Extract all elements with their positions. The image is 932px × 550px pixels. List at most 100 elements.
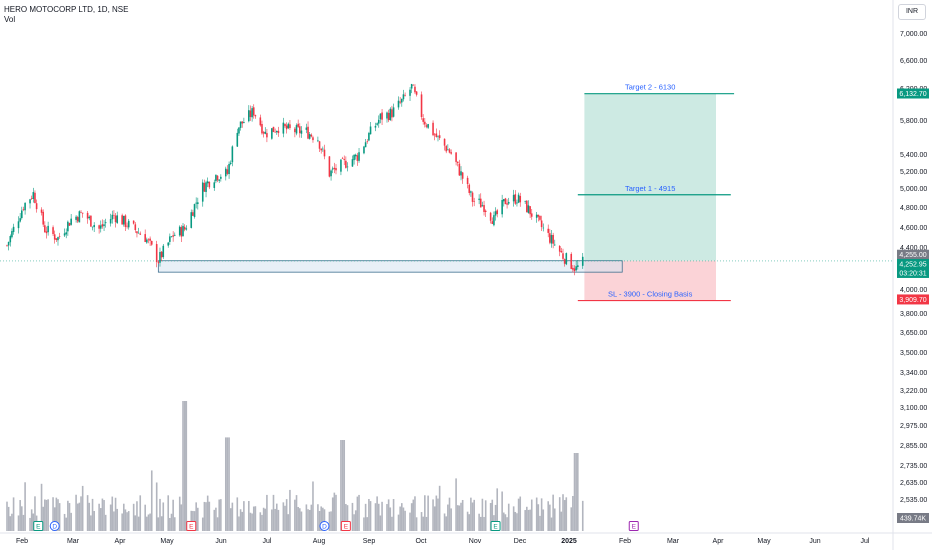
volume-bar (134, 515, 137, 531)
candle-body (414, 86, 416, 93)
candle-body (206, 181, 209, 184)
volume-bar (539, 515, 541, 531)
candle-body (57, 237, 59, 241)
volume-bar (22, 514, 25, 531)
volume-bar (514, 511, 517, 531)
volume-bar (147, 514, 150, 531)
volume-bar (573, 453, 576, 531)
candle-body (201, 182, 204, 202)
volume-bar (271, 509, 273, 531)
marker-letter: D (52, 524, 57, 531)
volume-bar (530, 499, 533, 531)
candle-body (86, 212, 89, 219)
volume-bar (369, 501, 372, 531)
target-zone (584, 93, 716, 261)
dividend-marker (49, 521, 60, 531)
time-tick-label: May (160, 538, 174, 545)
price-badge (897, 88, 929, 99)
volume-bar (86, 495, 89, 531)
candle-body (322, 148, 324, 150)
candle-body (63, 233, 66, 236)
time-tick-label: Mar (667, 538, 680, 545)
candle-body (437, 135, 439, 137)
candle-body (484, 210, 487, 212)
candle-body (182, 225, 184, 237)
candle-body (432, 122, 434, 136)
candle-body (478, 198, 480, 200)
volume-bar (424, 495, 426, 531)
volume-bar (121, 513, 123, 531)
marker-letter: E (36, 524, 41, 531)
target-line-label: SL - 3900 - Closing Basis (608, 290, 693, 299)
volume-bar (182, 401, 184, 531)
volume-bar (435, 495, 438, 531)
candle-body (481, 205, 484, 207)
candle-body (252, 107, 255, 116)
volume-bar (90, 515, 92, 531)
candle-body (409, 89, 411, 96)
marker-letter: E (632, 524, 637, 531)
candle-body (341, 158, 344, 159)
price-tick-label: 4,000.00 (900, 287, 927, 294)
candle-body (356, 155, 359, 161)
volume-bar (519, 496, 522, 531)
volume-bar (340, 440, 342, 531)
candle-body (553, 244, 556, 246)
volume-bar (68, 503, 71, 531)
candle-body (11, 231, 13, 238)
candle-body (6, 245, 8, 246)
candle-body (308, 134, 311, 139)
candle-body (243, 121, 245, 123)
candle-body (539, 215, 541, 220)
volume-bar (351, 502, 354, 531)
volume-bar (450, 508, 452, 531)
candle-body (540, 220, 543, 228)
price-badge-text: 4,252.95 (899, 261, 926, 268)
volume-bar (389, 507, 392, 531)
candle-body (305, 127, 308, 130)
volume-bar (172, 499, 174, 531)
candle-body (374, 125, 377, 128)
candle-body (76, 217, 79, 222)
volume-bar (114, 497, 117, 531)
volume-bar (386, 504, 388, 531)
candle-body (220, 176, 222, 179)
volume-bar (173, 517, 176, 531)
volume-bar (295, 495, 298, 531)
currency-button[interactable]: INR (898, 4, 926, 20)
volume-bar (21, 506, 23, 531)
candle-body (346, 166, 349, 168)
volume-bar (374, 503, 377, 531)
candle-body (468, 184, 471, 193)
candle-body (310, 134, 313, 137)
volume-bar (346, 505, 349, 531)
volume-bar (489, 503, 492, 531)
candle-body (114, 215, 117, 223)
volume-bar (7, 506, 10, 531)
time-tick-label: Oct (416, 538, 427, 545)
candle-body (271, 128, 273, 139)
candle-body (169, 236, 171, 242)
volume-bar (392, 499, 395, 531)
time-tick-label: Mar (67, 538, 80, 545)
volume-bar (491, 499, 494, 531)
candle-body (458, 163, 461, 176)
candle-body (381, 112, 383, 120)
volume-bar (300, 511, 303, 531)
candle-body (343, 159, 346, 160)
candle-body (563, 259, 566, 264)
volume-bar (317, 504, 319, 531)
volume-bar (364, 503, 367, 531)
candle-body (501, 200, 503, 215)
volume-bar (479, 516, 482, 531)
volume-bar (201, 517, 204, 531)
volume-indicator-label[interactable]: Vol (4, 15, 16, 24)
price-badge-text: 4,255.00 (899, 252, 926, 259)
volume-bar (549, 504, 551, 531)
candle-body (573, 268, 576, 272)
candle-body (460, 171, 462, 176)
volume-bar (136, 501, 138, 531)
candle-body (75, 216, 77, 220)
volume-bar (379, 515, 382, 531)
